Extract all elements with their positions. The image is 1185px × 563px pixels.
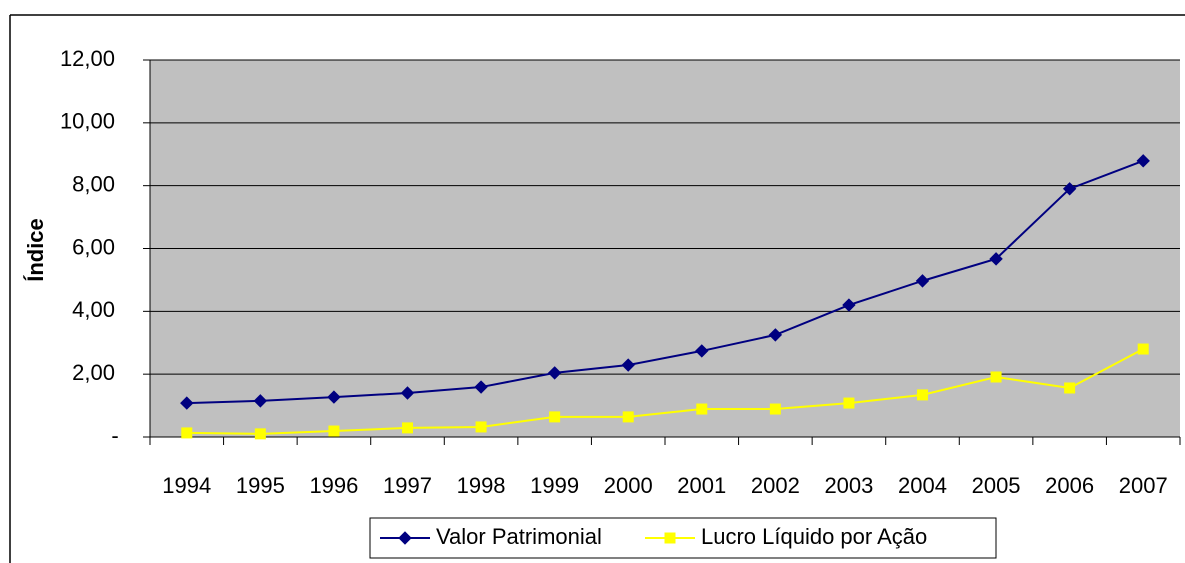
data-point [547, 366, 562, 380]
data-point [842, 298, 856, 312]
x-tick-label: 2003 [824, 473, 873, 498]
data-point [1064, 382, 1076, 394]
y-tick-label: 6,00 [72, 234, 115, 259]
data-point [989, 252, 1003, 266]
x-tick-label: 2006 [1045, 473, 1094, 498]
data-point [695, 344, 709, 358]
y-tick-label: 2,00 [72, 360, 115, 385]
data-point [253, 394, 268, 408]
data-point [327, 390, 341, 404]
data-point [254, 428, 266, 440]
x-tick-label: 2002 [751, 473, 800, 498]
data-point [621, 358, 635, 372]
data-point [1136, 154, 1150, 168]
data-point [622, 411, 634, 423]
x-tick-label: 1997 [383, 473, 432, 498]
x-tick-label: 1996 [309, 473, 358, 498]
legend-marker [398, 531, 412, 545]
series-line [186, 159, 1144, 405]
y-tick-label: 12,00 [60, 46, 115, 71]
y-tick-label: 4,00 [72, 297, 115, 322]
data-point [1062, 182, 1077, 196]
legend-label: Lucro Líquido por Ação [701, 524, 927, 549]
legend-label: Valor Patrimonial [436, 524, 602, 549]
data-point [696, 403, 708, 415]
data-point [1137, 343, 1149, 355]
x-tick-label: 1994 [162, 473, 211, 498]
x-tick-label: 2007 [1119, 473, 1168, 498]
x-tick-label: 2004 [898, 473, 947, 498]
x-tick-label: 2001 [677, 473, 726, 498]
x-tick-label: 1995 [236, 473, 285, 498]
x-tick-label: 2000 [604, 473, 653, 498]
data-point [549, 411, 561, 423]
data-point [990, 371, 1002, 383]
data-point [402, 422, 413, 434]
data-point [474, 380, 488, 394]
data-point [768, 328, 783, 342]
legend-box [369, 517, 997, 559]
y-axis-label: Índice [23, 218, 48, 282]
data-point [328, 425, 340, 437]
data-point [475, 421, 487, 433]
legend-marker [664, 532, 676, 544]
data-point [843, 397, 855, 409]
y-tick-label: - [111, 423, 118, 448]
series-line [186, 348, 1144, 435]
data-point [917, 389, 928, 401]
data-point [769, 403, 781, 415]
y-tick-label: 10,00 [60, 109, 115, 134]
data-point [181, 427, 193, 439]
data-point [180, 396, 194, 410]
x-tick-label: 1999 [530, 473, 579, 498]
y-tick-label: 8,00 [72, 171, 115, 196]
x-tick-label: 2005 [972, 473, 1021, 498]
x-tick-label: 1998 [457, 473, 506, 498]
data-point [400, 386, 415, 400]
data-point [915, 274, 930, 288]
